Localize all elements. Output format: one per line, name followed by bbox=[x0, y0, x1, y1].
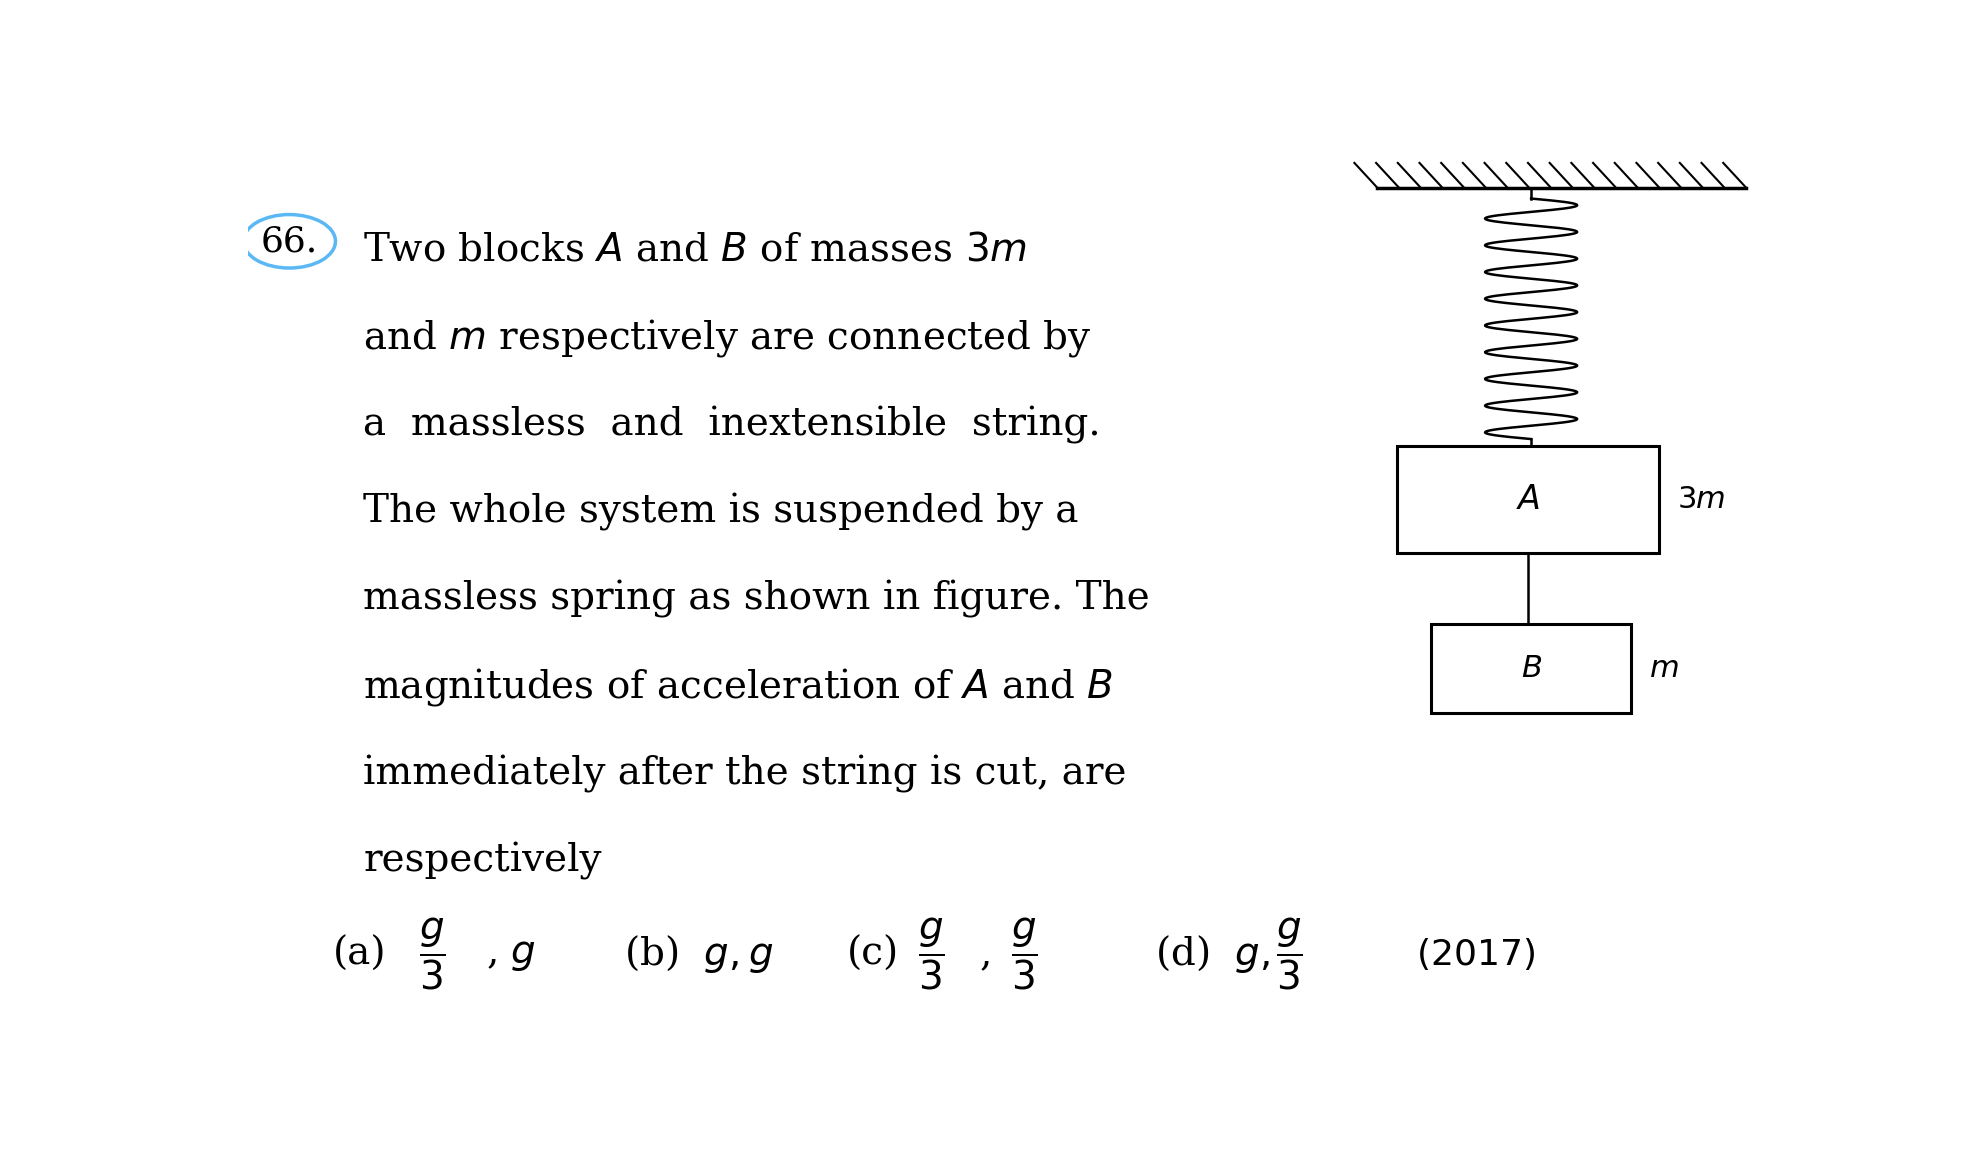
Text: (c): (c) bbox=[846, 936, 900, 973]
Text: (a): (a) bbox=[333, 936, 386, 973]
Text: Two blocks $\mathit{A}$ and $\mathit{B}$ of masses $3\mathit{m}$: Two blocks $\mathit{A}$ and $\mathit{B}$… bbox=[363, 231, 1027, 268]
Text: a  massless  and  inextensible  string.: a massless and inextensible string. bbox=[363, 406, 1100, 444]
Text: $A$: $A$ bbox=[1514, 484, 1540, 516]
Text: $\dfrac{g}{3}$: $\dfrac{g}{3}$ bbox=[918, 916, 945, 992]
Bar bbox=[1397, 447, 1657, 553]
Text: respectively: respectively bbox=[363, 842, 601, 880]
Text: 66.: 66. bbox=[260, 224, 317, 258]
Text: ,: , bbox=[979, 936, 991, 973]
Text: $3m$: $3m$ bbox=[1677, 484, 1724, 515]
Text: massless spring as shown in figure. The: massless spring as shown in figure. The bbox=[363, 581, 1150, 619]
Text: $\dfrac{g}{3}$: $\dfrac{g}{3}$ bbox=[418, 916, 446, 992]
Text: and $\mathit{m}$ respectively are connected by: and $\mathit{m}$ respectively are connec… bbox=[363, 317, 1090, 359]
Text: magnitudes of acceleration of $\mathit{A}$ and $\mathit{B}$: magnitudes of acceleration of $\mathit{A… bbox=[363, 665, 1112, 708]
Text: $\dfrac{g}{3}$: $\dfrac{g}{3}$ bbox=[1276, 916, 1302, 992]
Text: $(2017)$: $(2017)$ bbox=[1415, 936, 1534, 972]
Text: immediately after the string is cut, are: immediately after the string is cut, are bbox=[363, 756, 1126, 793]
Bar bbox=[1431, 625, 1629, 714]
Text: $m$: $m$ bbox=[1649, 654, 1679, 685]
Text: (b)  $g, g$: (b) $g, g$ bbox=[624, 933, 773, 975]
Text: $B$: $B$ bbox=[1520, 654, 1540, 685]
Text: (d)  $g,$: (d) $g,$ bbox=[1154, 933, 1268, 975]
Text: The whole system is suspended by a: The whole system is suspended by a bbox=[363, 493, 1078, 531]
Text: $\dfrac{g}{3}$: $\dfrac{g}{3}$ bbox=[1011, 916, 1037, 992]
Text: , $g$: , $g$ bbox=[486, 936, 535, 973]
